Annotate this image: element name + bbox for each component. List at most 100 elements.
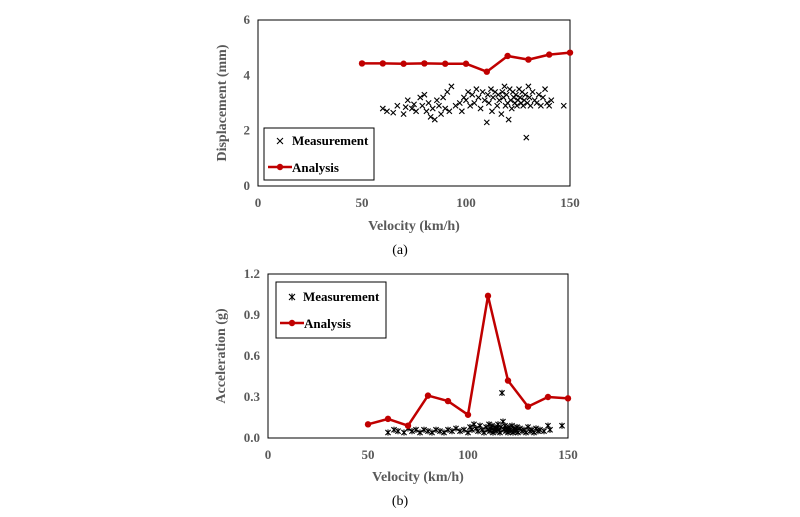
chart-a-measurement-point xyxy=(444,88,451,95)
chart-b-analysis-point xyxy=(544,393,552,401)
chart-a-measurement-point xyxy=(498,111,505,118)
chart-a-analysis-point xyxy=(462,60,470,67)
chart-a-measurement-point xyxy=(463,97,469,104)
chart-b-legend-box xyxy=(275,281,387,339)
chart-a-legend-measurement-label: Measurement xyxy=(292,133,369,148)
chart-a-y-axis-label: Displacement (mm) xyxy=(215,44,230,161)
chart-b-analysis-line xyxy=(367,294,569,427)
chart-a-measurement-point xyxy=(522,91,529,98)
chart-a-measurement-point xyxy=(512,91,519,98)
chart-b-measurement-point xyxy=(437,428,443,435)
chart-a-measurement-point xyxy=(489,108,495,115)
chart-a-measurement-point xyxy=(484,91,491,98)
chart-a-legend-measurement-symbol xyxy=(276,137,284,145)
chart-a-legend-analysis-label: Analysis xyxy=(292,160,339,175)
chart-b-measurement-point xyxy=(391,426,397,433)
chart-a-measurement-point xyxy=(413,108,420,115)
chart-b-caption: (b) xyxy=(392,494,409,509)
chart-a-measurement-point xyxy=(427,113,434,120)
chart-b-measurement-point xyxy=(547,426,553,433)
chart-a-measurement-point xyxy=(394,102,401,109)
chart-a-measurement-point xyxy=(525,83,532,90)
chart-a-measurement-point xyxy=(383,108,390,115)
chart-b-y-tick-label: 0.9 xyxy=(244,307,261,322)
chart-b: 0.0 0.3 0.6 0.9 1.2 0 50 100 150 Velocity (km/h… xyxy=(214,266,578,509)
chart-a-measurement-point xyxy=(508,105,515,112)
chart-a-measurement-series xyxy=(379,83,567,141)
chart-a-legend: Measurement Analysis xyxy=(263,127,375,181)
chart-b-analysis-point xyxy=(504,377,512,384)
chart-a-legend-measurement-marker xyxy=(276,137,284,145)
chart-a-measurement-point xyxy=(477,105,484,112)
chart-a-measurement-point xyxy=(419,102,426,109)
chart-b-measurement-point xyxy=(461,426,467,433)
chart-a-measurement-point xyxy=(513,102,520,109)
chart-a-legend-analysis-dot xyxy=(276,163,284,171)
chart-a-measurement-point xyxy=(433,97,440,104)
chart-b-y-tick-label: 0.3 xyxy=(244,389,261,404)
chart-a-measurement-point xyxy=(431,116,438,123)
chart-b-measurement-point xyxy=(523,429,529,436)
chart-b-measurement-point xyxy=(457,428,463,435)
chart-a-x-tick-label: 50 xyxy=(356,195,369,210)
chart-b-measurement-point xyxy=(537,426,543,433)
chart-b-measurement-point xyxy=(417,429,423,436)
chart-a-measurement-point xyxy=(421,91,428,98)
chart-b-measurement-point xyxy=(441,429,447,436)
chart-b-analysis-point xyxy=(424,392,432,399)
chart-a-x-tick-label: 100 xyxy=(456,195,476,210)
chart-a-measurement-point xyxy=(503,91,510,98)
chart-a-measurement-point xyxy=(517,94,524,101)
chart-b-measurement-point xyxy=(481,429,487,436)
chart-a-measurement-point xyxy=(494,102,501,109)
chart-a-analysis-point xyxy=(546,51,553,58)
chart-a-measurement-point xyxy=(379,105,386,112)
chart-a-measurement-point xyxy=(481,97,488,104)
chart-b-measurement-point xyxy=(514,423,520,431)
chart-b-y-ticks: 0.0 0.3 0.6 0.9 1.2 xyxy=(244,266,261,445)
chart-a-y-tick-label: 0 xyxy=(244,178,251,193)
chart-b-analysis-series xyxy=(364,292,572,429)
chart-a-measurement-point xyxy=(458,108,465,115)
chart-a-axes xyxy=(257,19,571,187)
chart-b-measurement-point xyxy=(433,426,439,433)
chart-b-legend-analysis-label: Analysis xyxy=(304,316,351,331)
chart-a-measurement-point xyxy=(527,102,534,109)
chart-a-measurement-point xyxy=(487,86,494,93)
chart-b-analysis-point xyxy=(364,421,372,428)
chart-b-analysis-point xyxy=(444,397,452,405)
chart-b-measurement-point xyxy=(453,425,459,432)
chart-b-x-tick-label: 50 xyxy=(362,447,375,462)
chart-a-measurement-point xyxy=(417,94,424,101)
chart-a-measurement-point xyxy=(440,94,447,101)
chart-a-measurement-point xyxy=(485,100,492,106)
chart-b-measurement-point xyxy=(449,428,455,435)
chart-a-measurement-point xyxy=(501,83,508,90)
chart-a-measurement-point xyxy=(490,94,497,101)
chart-a-measurement-point xyxy=(465,88,472,95)
chart-a-measurement-point xyxy=(400,111,407,118)
chart-a-legend-box xyxy=(263,127,375,181)
chart-a-analysis-point xyxy=(421,60,428,67)
chart-a-measurement-point xyxy=(533,100,540,106)
chart-b-measurement-point xyxy=(425,428,431,435)
chart-b-y-tick-label: 0.6 xyxy=(244,348,261,363)
chart-a-measurement-point xyxy=(438,111,445,118)
chart-a-y-tick-label: 4 xyxy=(244,67,251,82)
chart-b-measurement-point xyxy=(421,426,427,433)
chart-b-measurement-point xyxy=(385,429,391,436)
chart-b-measurement-point xyxy=(465,429,471,436)
chart-a-y-tick-label: 6 xyxy=(244,12,251,27)
chart-b-x-ticks: 0 50 100 150 xyxy=(265,447,578,462)
chart-b-measurement-point xyxy=(413,426,419,433)
chart-b-measurement-point xyxy=(395,428,401,435)
chart-b-analysis-point xyxy=(404,422,412,429)
chart-a-x-tick-label: 0 xyxy=(255,195,262,210)
chart-a-measurement-point xyxy=(496,97,503,104)
chart-b-x-axis-label: Velocity (km/h) xyxy=(372,470,464,485)
chart-a-measurement-point xyxy=(560,102,567,109)
chart-b-y-axis-label: Acceleration (g) xyxy=(214,308,229,404)
chart-a: 0 2 4 6 0 50 100 150 Velocity (km/h) Displacem… xyxy=(215,12,580,258)
chart-b-legend-measurement-symbol xyxy=(288,293,296,301)
